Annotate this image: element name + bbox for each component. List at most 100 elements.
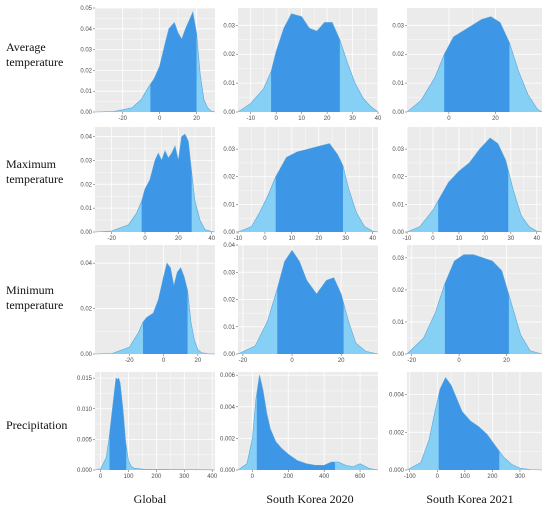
y-tick-label: 0.04 (80, 135, 92, 141)
y-tick-label: 0.01 (223, 81, 235, 87)
column-label-global: Global (133, 492, 167, 506)
y-tick-label: 0.00 (392, 352, 404, 358)
row-label-line: temperature (6, 298, 64, 312)
x-tick-label: 20 (193, 116, 200, 122)
density-panel-r3-c0: 0.000 0.005 0.010 0.015 0 100 200 300 400 (77, 372, 218, 480)
y-tick-label: 0.010 (77, 407, 93, 413)
x-tick-label: -10 (246, 116, 255, 122)
x-tick-label: 100 (123, 474, 134, 480)
x-tick-label: 20 (324, 116, 331, 122)
x-tick-label: 600 (355, 474, 366, 480)
y-tick-label: 0.02 (80, 182, 92, 188)
density-panel-r2-c2: 0.00 0.01 0.02 0.03 -20 0 20 (392, 245, 543, 364)
y-tick-label: 0.01 (392, 81, 404, 87)
density-area-core (256, 375, 335, 470)
density-panel-r1-c2: 0.00 0.01 0.02 0.03 -10 0 10 20 30 40 (392, 127, 543, 242)
density-panel-r1-c1: 0.00 0.01 0.02 0.03 -10 0 10 20 30 40 (223, 127, 379, 242)
density-outline (94, 11, 216, 113)
x-tick-label: 20 (338, 358, 345, 364)
density-outline (237, 143, 379, 233)
x-tick-label: 30 (349, 116, 356, 122)
x-tick-label: 400 (207, 474, 218, 480)
x-tick-label: 40 (375, 116, 382, 122)
x-tick-label: 20 (492, 116, 499, 122)
density-panel-r0-c1: 0.00 0.01 0.02 0.03 -10 0 10 20 30 40 (223, 8, 382, 122)
x-tick-label: 20 (482, 236, 489, 242)
row-label-average: Average temperature (6, 40, 92, 70)
density-outline (406, 16, 543, 113)
y-tick-label: 0.02 (223, 52, 235, 58)
density-outline (94, 377, 216, 471)
density-outline (94, 262, 216, 355)
x-tick-label: 20 (315, 236, 322, 242)
y-tick-label: 0.004 (389, 393, 405, 399)
x-tick-label: -20 (407, 358, 416, 364)
x-tick-label: 300 (515, 474, 526, 480)
y-tick-label: 0.05 (80, 6, 92, 12)
x-tick-label: 100 (460, 474, 471, 480)
x-tick-label: 10 (456, 236, 463, 242)
x-tick-label: 10 (298, 116, 305, 122)
x-tick-label: 200 (283, 474, 294, 480)
column-label-south-korea-2020: South Korea 2020 (266, 492, 354, 506)
y-tick-label: 0.000 (77, 468, 93, 474)
x-tick-label: 20 (195, 358, 202, 364)
density-area-core (444, 254, 509, 354)
x-tick-label: 0 (143, 236, 147, 242)
x-tick-label: -20 (118, 116, 127, 122)
x-tick-label: 20 (503, 358, 510, 364)
density-panel-r2-c0: 0.00 0.02 0.04 -20 0 20 (80, 245, 216, 364)
x-tick-label: 0 (162, 358, 166, 364)
y-tick-label: 0.04 (80, 261, 92, 267)
y-tick-label: 0.02 (223, 175, 235, 181)
row-label-line: Precipitation (6, 418, 68, 432)
y-tick-label: 0.01 (80, 206, 92, 212)
x-tick-label: 200 (487, 474, 498, 480)
y-tick-label: 0.01 (392, 320, 404, 326)
y-tick-label: 0.02 (392, 288, 404, 294)
density-outline (237, 249, 379, 355)
y-tick-label: 0.04 (80, 27, 92, 33)
y-tick-label: 0.000 (389, 468, 405, 474)
density-outline (237, 375, 379, 471)
y-tick-label: 0.015 (77, 376, 93, 382)
density-outline (406, 377, 543, 471)
y-tick-label: 0.000 (220, 468, 236, 474)
y-tick-label: 0.00 (392, 110, 404, 116)
row-label-line: Average (6, 40, 46, 54)
density-outline (406, 137, 543, 233)
x-tick-label: 40 (208, 236, 215, 242)
y-tick-label: 0.00 (80, 352, 92, 358)
x-tick-label: 0 (99, 474, 103, 480)
row-label-line: temperature (6, 55, 64, 69)
density-outline (94, 133, 216, 233)
y-tick-label: 0.004 (220, 405, 236, 411)
y-tick-label: 0.01 (223, 325, 235, 331)
y-tick-label: 0.00 (80, 110, 92, 116)
x-tick-label: 40 (369, 236, 376, 242)
density-area-core (150, 12, 197, 112)
y-tick-label: 0.00 (223, 352, 235, 358)
y-tick-label: 0.01 (392, 202, 404, 208)
density-panel-r0-c2: 0.00 0.01 0.02 0.03 0 20 (392, 8, 543, 122)
x-tick-label: 0 (251, 474, 255, 480)
density-area-core (141, 134, 192, 232)
x-tick-label: 0 (447, 116, 451, 122)
x-tick-label: 20 (175, 236, 182, 242)
column-label-south-korea-2021: South Korea 2021 (426, 492, 514, 506)
y-tick-label: 0.00 (392, 230, 404, 236)
y-tick-label: 0.01 (223, 202, 235, 208)
x-tick-label: -100 (404, 474, 417, 480)
density-panel-r3-c1: 0.000 0.002 0.004 0.006 0 200 400 600 (220, 372, 379, 480)
x-tick-label: 300 (179, 474, 190, 480)
x-tick-label: -20 (107, 236, 116, 242)
density-panel-r1-c0: 0.00 0.01 0.02 0.03 0.04 -20 0 20 40 (80, 127, 216, 242)
x-tick-label: 40 (533, 236, 540, 242)
y-tick-label: 0.03 (392, 147, 404, 153)
row-label-line: Maximum (6, 157, 56, 171)
y-tick-label: 0.02 (80, 68, 92, 74)
y-tick-label: 0.03 (223, 270, 235, 276)
y-tick-label: 0.04 (223, 243, 235, 249)
y-tick-label: 0.00 (223, 230, 235, 236)
